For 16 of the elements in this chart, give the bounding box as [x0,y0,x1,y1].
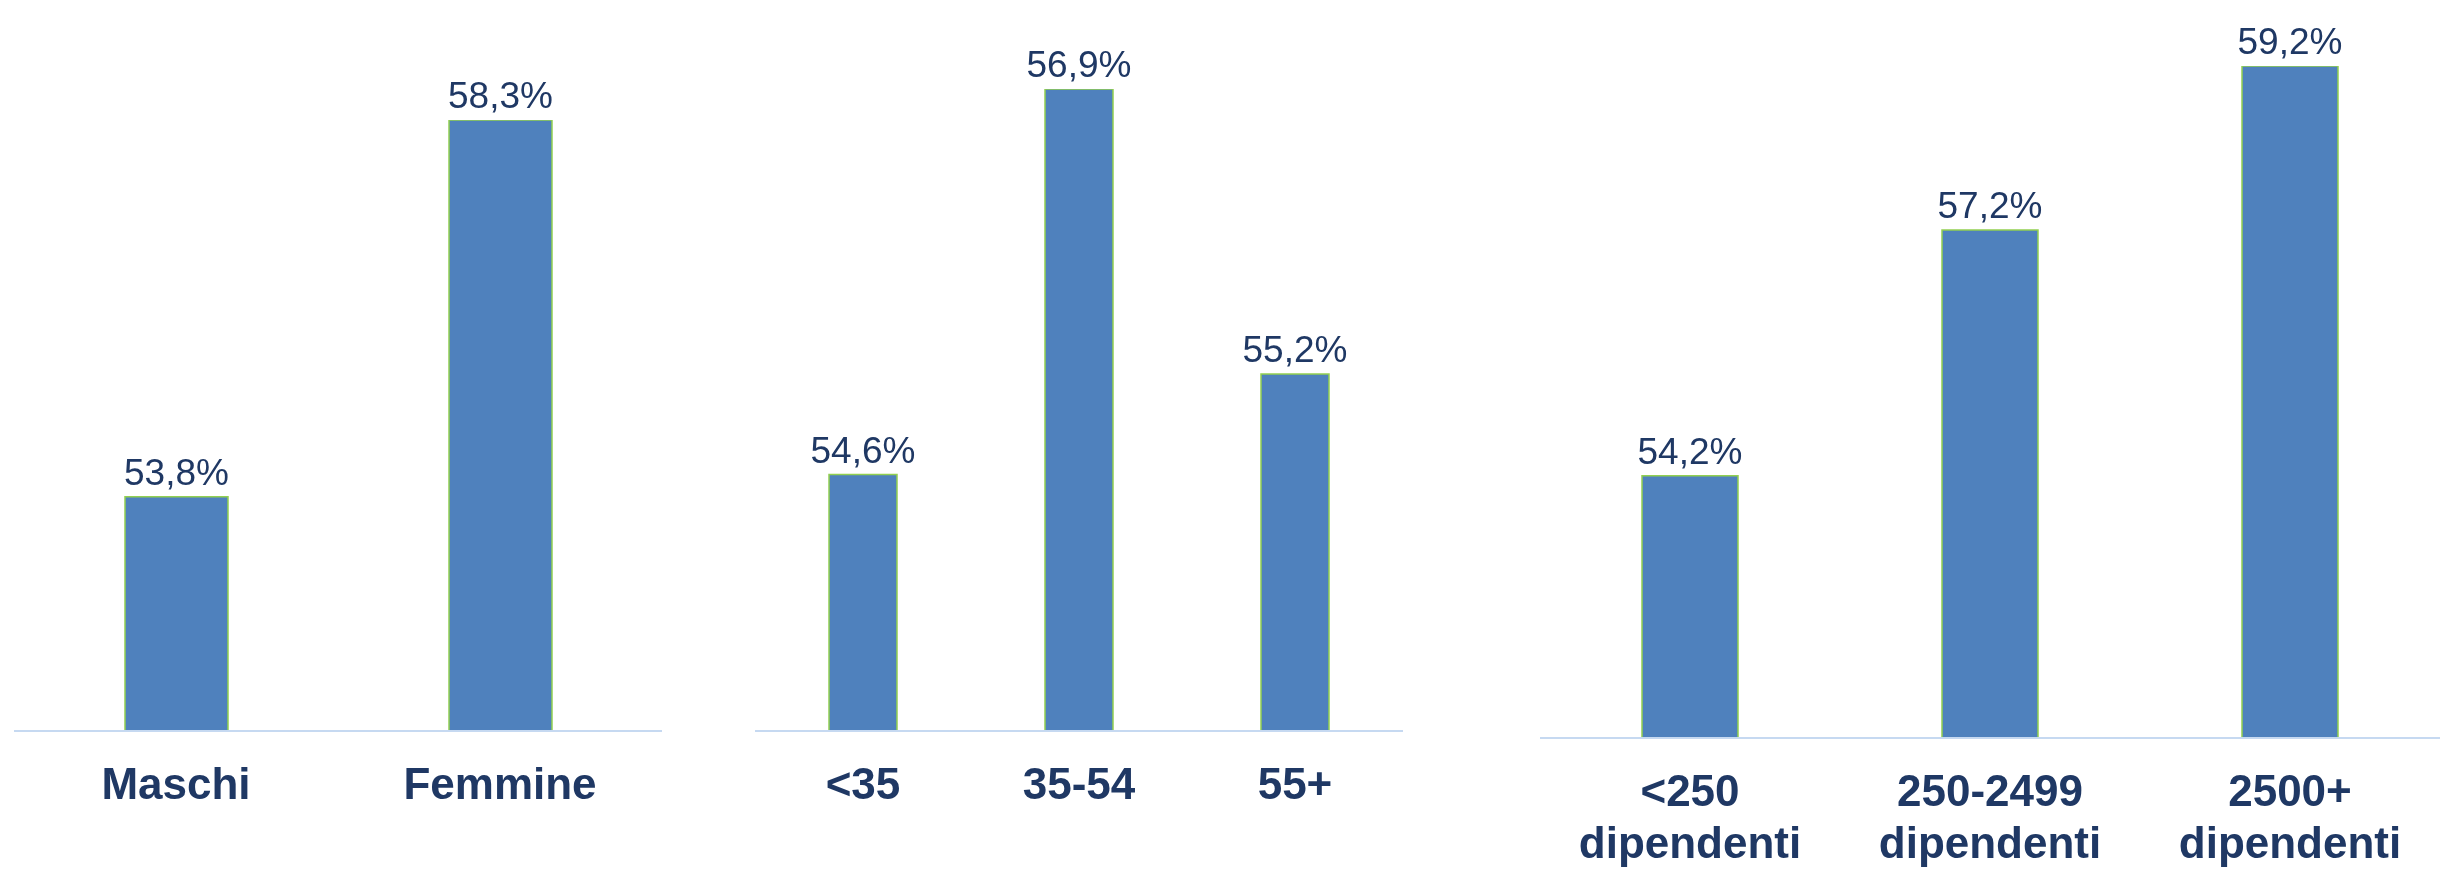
x-tick-label: 35-54 [1022,759,1136,808]
x-tick-label: 2500+ dipendenti [2178,766,2402,867]
x-tick-label: 250-2499 dipendenti [1878,766,2102,867]
x-tick-label: 55+ [1257,759,1333,808]
x-tick-label: <35 [825,759,901,808]
data-label: 56,9% [1026,44,1132,85]
data-label: 59,2% [2237,21,2343,62]
x-tick-label: Femmine [403,759,597,808]
data-label: 57,2% [1937,184,2043,226]
data-label: 54,2% [1637,430,1743,472]
data-label: 53,8% [124,451,229,493]
x-tick-label: <250 dipendenti [1578,766,1802,867]
x-tick-label: Maschi [101,759,251,808]
data-label: 55,2% [1242,328,1348,370]
data-label: 58,3% [448,75,553,116]
data-label: 54,6% [810,429,916,471]
